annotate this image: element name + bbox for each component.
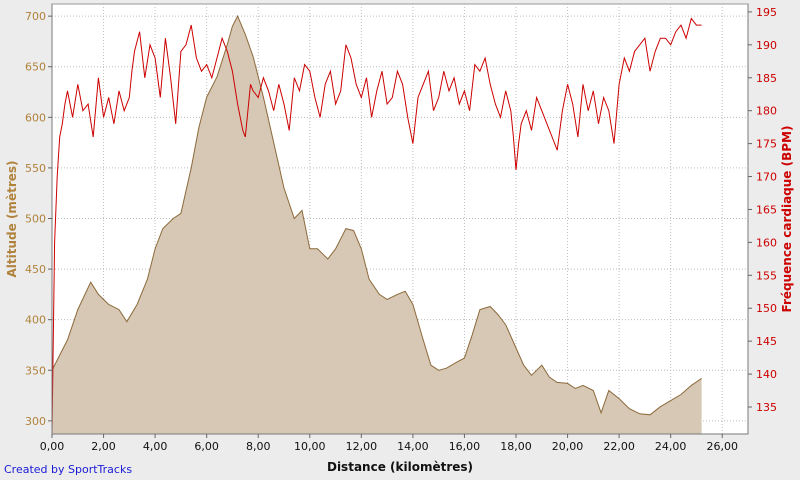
x-axis-ticks: 0,00 2,00 4,00 6,00 8,00 10,00 12,00 14,00 16,00… <box>40 434 738 453</box>
x-tick-label: 6,00 <box>194 440 219 453</box>
x-tick-label: 22,00 <box>603 440 635 453</box>
x-tick-label: 12,00 <box>346 440 378 453</box>
left-tick-label: 650 <box>25 61 46 74</box>
x-tick-label: 26,00 <box>706 440 738 453</box>
right-tick-label: 170 <box>756 171 777 184</box>
right-tick-label: 180 <box>756 105 777 118</box>
x-tick-label: 10,00 <box>294 440 326 453</box>
right-tick-label: 190 <box>756 39 777 52</box>
right-axis-title: Fréquence cardiaque (BPM) <box>780 126 794 313</box>
left-tick-label: 550 <box>25 162 46 175</box>
right-axis-ticks: 135 140 145 150 155 160 165 170 175 180 185 190 195 <box>748 6 777 414</box>
x-tick-label: 24,00 <box>655 440 687 453</box>
altitude-area <box>52 16 702 434</box>
x-tick-label: 0,00 <box>40 440 65 453</box>
heart-rate-line <box>51 17 702 434</box>
left-tick-label: 600 <box>25 111 46 124</box>
x-tick-label: 2,00 <box>91 440 116 453</box>
x-tick-label: 16,00 <box>449 440 481 453</box>
x-tick-label: 8,00 <box>246 440 271 453</box>
x-tick-label: 14,00 <box>397 440 429 453</box>
right-tick-label: 160 <box>756 236 777 249</box>
altitude-line <box>51 14 702 416</box>
x-tick-label: 4,00 <box>143 440 168 453</box>
x-tick-label: 20,00 <box>552 440 584 453</box>
right-tick-label: 185 <box>756 72 777 85</box>
right-tick-label: 175 <box>756 138 777 151</box>
x-tick-label: 18,00 <box>500 440 532 453</box>
right-tick-label: 150 <box>756 302 777 315</box>
right-tick-label: 155 <box>756 269 777 282</box>
left-axis-title: Altitude (mètres) <box>5 161 19 278</box>
right-tick-label: 165 <box>756 203 777 216</box>
left-tick-label: 350 <box>25 364 46 377</box>
left-tick-label: 300 <box>25 415 46 428</box>
right-tick-label: 195 <box>756 6 777 19</box>
right-tick-label: 140 <box>756 368 777 381</box>
left-axis-ticks: 300 350 400 450 500 550 600 650 700 <box>25 10 52 428</box>
right-tick-label: 135 <box>756 401 777 414</box>
left-tick-label: 400 <box>25 314 46 327</box>
left-tick-label: 500 <box>25 212 46 225</box>
sporttracks-credit-link[interactable]: Created by SportTracks <box>4 463 133 476</box>
left-tick-label: 450 <box>25 263 46 276</box>
right-tick-label: 145 <box>756 335 777 348</box>
x-axis-title: Distance (kilomètres) <box>327 460 473 474</box>
left-tick-label: 700 <box>25 10 46 23</box>
